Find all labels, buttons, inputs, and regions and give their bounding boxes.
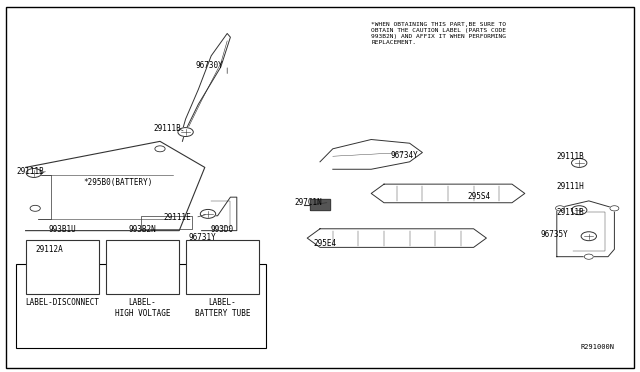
Circle shape [572, 158, 587, 167]
Bar [106, 240, 179, 294]
Polygon shape [557, 201, 614, 257]
Circle shape [200, 209, 216, 218]
Circle shape [610, 206, 619, 211]
Text: 29111B: 29111B [154, 124, 181, 133]
Text: 96730Y: 96730Y [195, 61, 223, 70]
Circle shape [204, 211, 212, 217]
Text: 993D0: 993D0 [211, 225, 234, 234]
Text: 295E4: 295E4 [314, 239, 337, 248]
Bar [26, 240, 99, 294]
Text: 96731Y: 96731Y [189, 233, 216, 242]
Text: 29111E: 29111E [163, 213, 191, 222]
Text: *295B0(BATTERY): *295B0(BATTERY) [83, 178, 152, 187]
Text: 29111B: 29111B [557, 208, 584, 217]
Circle shape [30, 205, 40, 211]
Text: 96734Y: 96734Y [390, 151, 418, 160]
Text: 297C1N: 297C1N [294, 198, 322, 207]
Circle shape [556, 206, 564, 211]
Circle shape [572, 206, 587, 215]
Polygon shape [310, 199, 330, 210]
Circle shape [584, 254, 593, 259]
Text: 29111H: 29111H [557, 182, 584, 191]
Bar [186, 240, 259, 294]
Circle shape [26, 169, 42, 177]
Text: 993B1U: 993B1U [49, 225, 76, 234]
Text: *WHEN OBTAINING THIS PART,BE SURE TO
OBTAIN THE CAUTION LABEL (PARTS CODE
993B2N: *WHEN OBTAINING THIS PART,BE SURE TO OBT… [371, 22, 506, 45]
Text: LABEL-
HIGH VOLTAGE: LABEL- HIGH VOLTAGE [115, 298, 170, 318]
Circle shape [581, 232, 596, 241]
Text: 96735Y: 96735Y [541, 230, 568, 239]
Text: 29111B: 29111B [557, 152, 584, 161]
Polygon shape [371, 184, 525, 203]
Text: LABEL-DISCONNECT: LABEL-DISCONNECT [26, 298, 99, 307]
Polygon shape [182, 33, 230, 141]
Circle shape [178, 128, 193, 137]
Polygon shape [320, 140, 422, 169]
Circle shape [30, 170, 40, 176]
Text: R291000N: R291000N [580, 344, 614, 350]
Text: 29111B: 29111B [16, 167, 44, 176]
Text: 993B2N: 993B2N [129, 225, 156, 234]
Circle shape [180, 129, 191, 135]
Circle shape [155, 146, 165, 152]
Text: 295S4: 295S4 [467, 192, 490, 201]
Polygon shape [307, 229, 486, 247]
Polygon shape [202, 197, 237, 231]
Text: 29112A: 29112A [35, 245, 63, 254]
Text: LABEL-
BATTERY TUBE: LABEL- BATTERY TUBE [195, 298, 250, 318]
Polygon shape [26, 141, 205, 231]
